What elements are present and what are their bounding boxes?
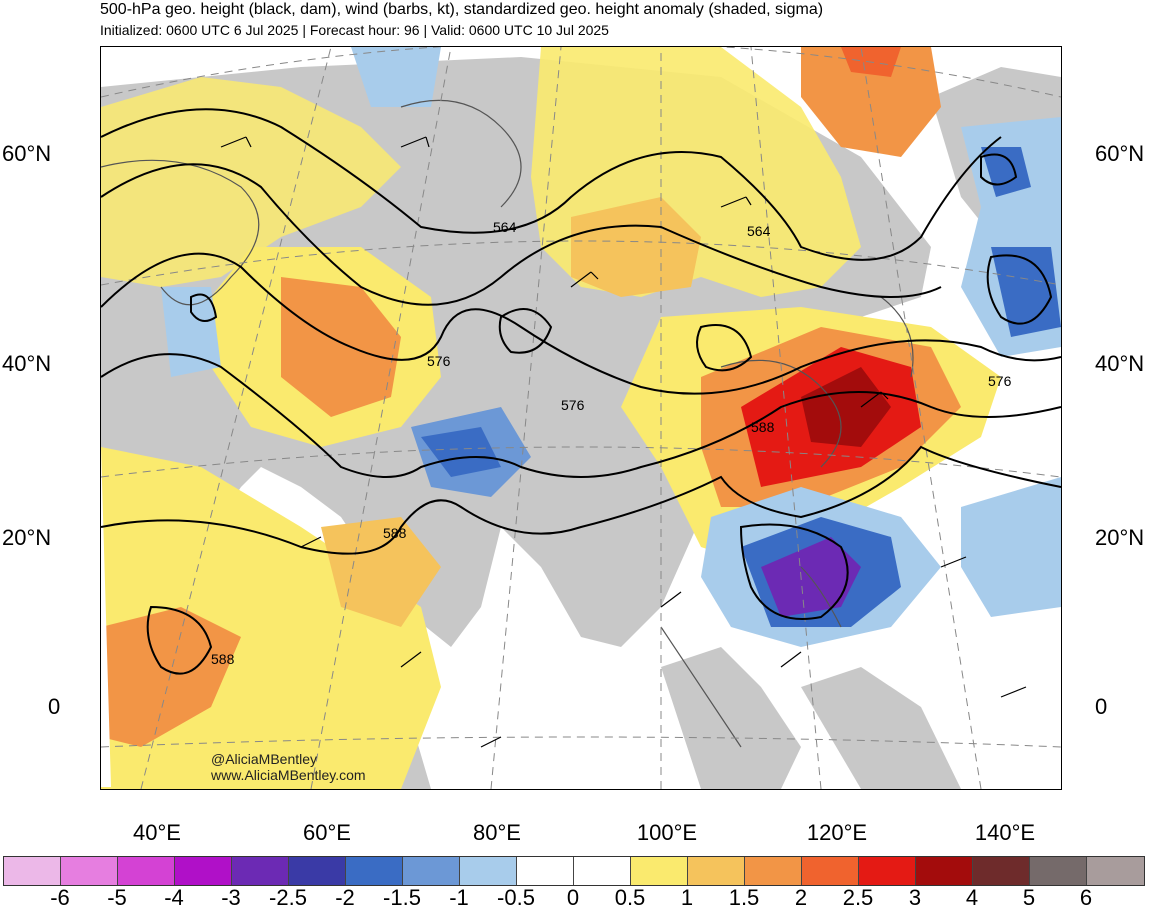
contour-label: 564 <box>747 223 771 239</box>
colorbar-swatch <box>688 857 745 885</box>
anomaly-shading <box>101 47 1061 789</box>
credit-handle: @AliciaMBentley <box>211 751 318 767</box>
lat-label-right: 20°N <box>1095 525 1145 550</box>
colorbar-tick-label: 0 <box>566 885 580 910</box>
anomaly-map <box>101 47 1061 789</box>
colorbar-tick-label: -3 <box>221 885 241 910</box>
colorbar-swatch <box>175 857 232 885</box>
lon-label: 60°E <box>303 820 351 845</box>
colorbar-swatch <box>973 857 1030 885</box>
contour-label: 588 <box>751 419 775 435</box>
colorbar-tick-label: 1.5 <box>728 885 760 910</box>
colorbar-tick-label: -1.5 <box>383 885 421 910</box>
contour-label: 564 <box>493 219 517 235</box>
lat-label-left: 60°N <box>2 141 52 166</box>
colorbar-tick-label: 1 <box>680 885 694 910</box>
colorbar-tick-label: -0.5 <box>497 885 535 910</box>
colorbar-swatch <box>517 857 574 885</box>
colorbar-swatch <box>460 857 517 885</box>
colorbar-swatch <box>574 857 631 885</box>
colorbar-swatch <box>403 857 460 885</box>
lat-label-left: 0 <box>48 694 61 719</box>
wind-barbs <box>220 136 1027 748</box>
height-contours <box>101 108 1061 675</box>
colorbar-tick-label: 2 <box>794 885 808 910</box>
colorbar-swatch <box>1087 857 1144 885</box>
colorbar-swatch <box>916 857 973 885</box>
colorbar-swatch <box>802 857 859 885</box>
credit-site: www.AliciaMBentley.com <box>211 767 366 783</box>
chart-subtitle: Initialized: 0600 UTC 6 Jul 2025 | Forec… <box>100 22 609 38</box>
colorbar-tick-label: 6 <box>1079 885 1093 910</box>
map-panel: 564 564 576 576 576 588 588 588 @AliciaM… <box>100 46 1062 790</box>
colorbar-swatch <box>61 857 118 885</box>
contour-label: 576 <box>427 353 451 369</box>
colorbar-tick-label: -5 <box>107 885 127 910</box>
contour-label: 576 <box>988 373 1012 389</box>
lat-label-left: 40°N <box>2 351 52 376</box>
lon-label: 80°E <box>473 820 521 845</box>
colorbar-tick-label: -6 <box>50 885 70 910</box>
lon-label: 40°E <box>133 820 181 845</box>
chart-title: 500-hPa geo. height (black, dam), wind (… <box>100 1 824 18</box>
colorbar-tick-label: -4 <box>164 885 184 910</box>
colorbar-swatch <box>232 857 289 885</box>
colorbar-tick-label: -2 <box>335 885 355 910</box>
colorbar-tick-label: -2.5 <box>269 885 307 910</box>
colorbar <box>3 856 1145 886</box>
lon-label: 120°E <box>806 820 868 845</box>
lat-label-right: 40°N <box>1095 351 1145 376</box>
colorbar-swatch <box>745 857 802 885</box>
colorbar-swatch <box>859 857 916 885</box>
colorbar-tick-label: 2.5 <box>842 885 874 910</box>
lon-label: 100°E <box>636 820 698 845</box>
colorbar-swatch <box>346 857 403 885</box>
colorbar-tick-label: 5 <box>1022 885 1036 910</box>
contour-label: 576 <box>561 397 585 413</box>
lat-label-right: 60°N <box>1095 141 1145 166</box>
contour-label: 588 <box>383 525 407 541</box>
graticule <box>101 47 1061 789</box>
colorbar-tick-label: 4 <box>965 885 979 910</box>
lon-label: 140°E <box>974 820 1036 845</box>
colorbar-swatch <box>631 857 688 885</box>
colorbar-swatch <box>1030 857 1087 885</box>
lat-label-right: 0 <box>1095 694 1108 719</box>
colorbar-tick-label: 0.5 <box>614 885 646 910</box>
colorbar-swatch <box>289 857 346 885</box>
lat-label-left: 20°N <box>2 525 52 550</box>
contour-label: 588 <box>211 651 235 667</box>
colorbar-tick-label: 3 <box>908 885 922 910</box>
coastlines <box>101 99 914 748</box>
colorbar-swatch <box>118 857 175 885</box>
colorbar-tick-label: -1 <box>449 885 469 910</box>
colorbar-swatch <box>4 857 61 885</box>
